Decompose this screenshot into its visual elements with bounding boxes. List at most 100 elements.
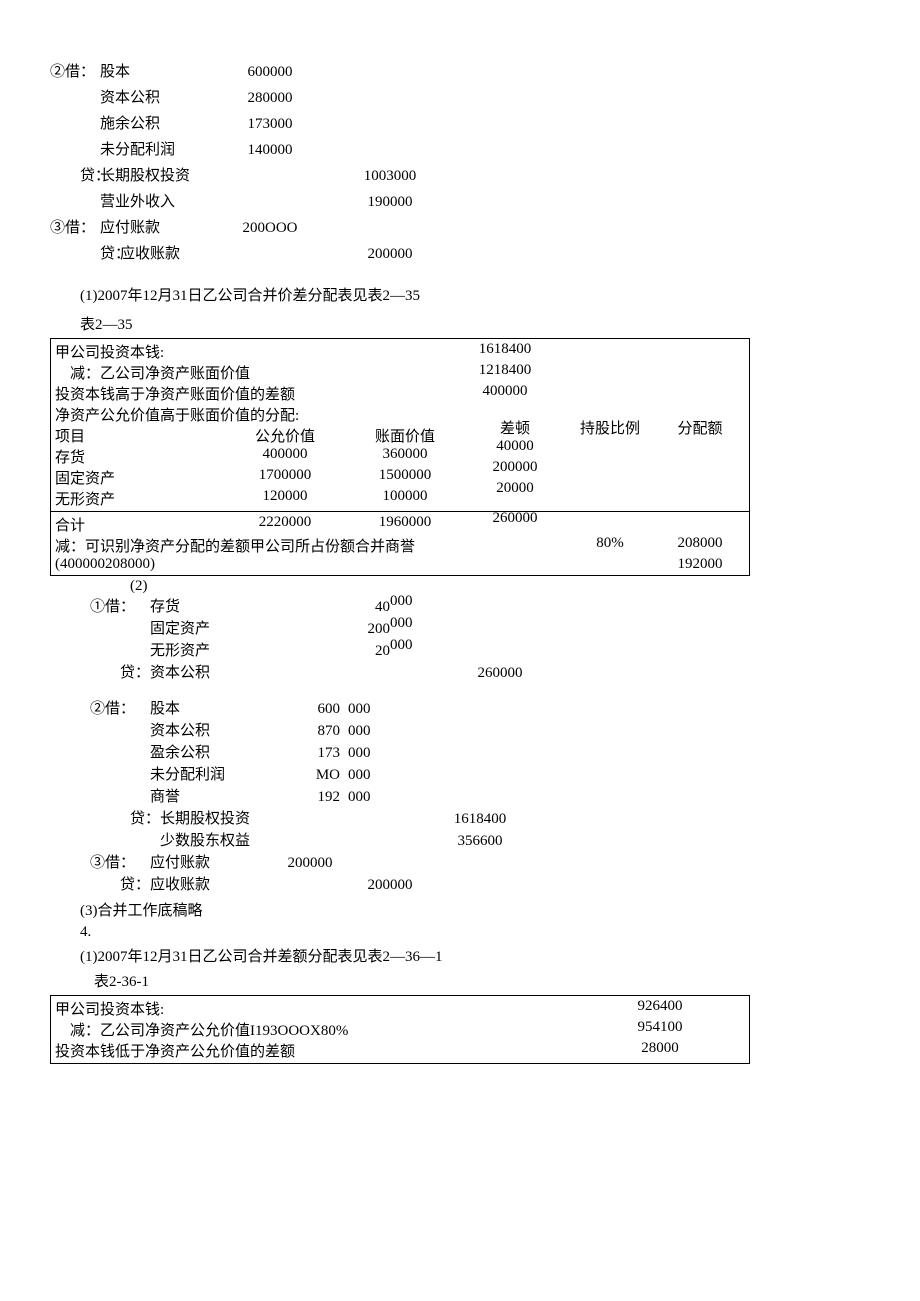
- account-name: 应付账款: [150, 851, 270, 872]
- credit-value: 200000: [330, 246, 450, 263]
- tbl-cell: 合计: [55, 514, 225, 535]
- debit-value: 173000: [210, 116, 330, 133]
- debit-value: 280000: [210, 90, 330, 107]
- value-left: 200: [340, 621, 390, 638]
- account-name: 长期股权投资: [100, 164, 210, 185]
- section-3: (3)合并工作底稿略: [80, 899, 870, 920]
- account-name: 应收账款: [150, 873, 350, 894]
- entry-tag: ③借：: [50, 216, 100, 237]
- value-left: 600: [290, 701, 340, 718]
- entry-tag: 贷：: [120, 661, 150, 682]
- tbl-cell: 固定资产: [55, 467, 225, 488]
- credit-value: 1618400: [420, 811, 540, 828]
- entry-tag: ②借：: [50, 60, 100, 81]
- credit-value: 200000: [350, 877, 430, 894]
- tbl-cell: 954100: [615, 1019, 705, 1040]
- debit-value: 200OOO: [210, 220, 330, 237]
- value-right: 000: [340, 723, 390, 740]
- tbl-cell: 甲公司投资本钱:: [55, 341, 455, 362]
- value-right: 000: [340, 767, 390, 784]
- tbl-cell: 1218400: [455, 362, 555, 383]
- value-right: 000: [390, 637, 440, 654]
- entry-tag: 贷：: [100, 242, 120, 263]
- tbl-cell: 360000: [345, 446, 465, 467]
- account-name: 固定资产: [150, 617, 340, 638]
- tbl-hdr: 账面价值: [345, 425, 465, 446]
- table-label: 表2—35: [80, 313, 870, 334]
- credit-value: 356600: [420, 833, 540, 850]
- value-left: 20: [340, 643, 390, 660]
- value-right: 000: [340, 789, 390, 806]
- account-name: 少数股东权益: [160, 829, 420, 850]
- value-left: MO: [290, 767, 340, 784]
- value-left: 173: [290, 745, 340, 762]
- tbl-cell: 200000: [465, 459, 565, 480]
- tbl-cell: 120000: [225, 488, 345, 509]
- tbl-hdr: 项目: [55, 425, 225, 446]
- tbl-cell: 无形资产: [55, 488, 225, 509]
- tbl-cell: 926400: [615, 998, 705, 1019]
- tbl-cell: 260000: [465, 510, 565, 531]
- table-label-2: 表2-36-1: [94, 970, 870, 991]
- tbl-hdr: 公允价值: [225, 425, 345, 446]
- tbl-cell: 减：可识别净资产分配的差额甲公司所占份额合并商誉: [55, 535, 565, 556]
- section-2-tag: (2): [130, 578, 870, 595]
- tbl-cell: 投资本钱低于净资产公允价值的差额: [55, 1040, 615, 1061]
- account-name: 资本公积: [150, 719, 290, 740]
- credit-value: 190000: [330, 194, 450, 211]
- table-2-36-1: 甲公司投资本钱: 926400 减：乙公司净资产公允价值I193OOOX80% …: [50, 995, 750, 1064]
- account-name: 施余公积: [100, 112, 210, 133]
- debit-value: 600000: [210, 64, 330, 81]
- tbl-cell: 20000: [465, 480, 565, 501]
- section-4-num: 4.: [80, 924, 870, 941]
- tbl-cell: 100000: [345, 488, 465, 509]
- entry-tag: ②借：: [80, 697, 150, 718]
- account-name: 未分配利润: [150, 763, 290, 784]
- tbl-cell: 80%: [565, 535, 655, 556]
- account-name: 股本: [100, 60, 210, 81]
- tbl-cell: 2220000: [225, 514, 345, 535]
- tbl-cell: 投资本钱高于净资产账面价值的差额: [55, 383, 455, 404]
- account-name: 应收账款: [120, 242, 210, 263]
- account-name: 应付账款: [100, 216, 210, 237]
- tbl-cell: 减：乙公司净资产账面价值: [55, 362, 455, 383]
- account-name: 商誉: [150, 785, 290, 806]
- entry-tag: ③借：: [80, 851, 150, 872]
- section-1-title: (1)2007年12月31日乙公司合并价差分配表见表2—35: [80, 284, 870, 305]
- credit-value: 1003000: [330, 168, 450, 185]
- value-right: 000: [390, 615, 440, 632]
- tbl-cell: 1500000: [345, 467, 465, 488]
- credit-value: 260000: [440, 665, 560, 682]
- entry-tag: 贷：: [120, 873, 150, 894]
- tbl-cell: 存货: [55, 446, 225, 467]
- tbl-cell: 400000: [455, 383, 555, 404]
- account-name: 无形资产: [150, 639, 340, 660]
- tbl-cell: 减：乙公司净资产公允价值I193OOOX80%: [55, 1019, 615, 1040]
- tbl-hdr: 分配额: [655, 417, 745, 438]
- tbl-cell: (400000208000): [55, 556, 655, 573]
- table-2-35: 甲公司投资本钱:1618400 减：乙公司净资产账面价值1218400 投资本钱…: [50, 338, 750, 576]
- value-left: 870: [290, 723, 340, 740]
- account-name: 营业外收入: [100, 190, 210, 211]
- account-name: 长期股权投资: [160, 807, 420, 828]
- entry-tag: 贷：: [130, 807, 160, 828]
- section-4-title: (1)2007年12月31日乙公司合并差额分配表见表2—36—1: [80, 945, 870, 966]
- account-name: 资本公积: [150, 661, 440, 682]
- account-name: 未分配利润: [100, 138, 210, 159]
- account-name: 资本公积: [100, 86, 210, 107]
- value-right: 000: [340, 701, 390, 718]
- value-right: 000: [340, 745, 390, 762]
- entry-tag: 贷：: [80, 164, 100, 185]
- account-name: 盈余公积: [150, 741, 290, 762]
- account-name: 股本: [150, 697, 290, 718]
- tbl-hdr: 持股比例: [565, 417, 655, 438]
- tbl-cell: 1960000: [345, 514, 465, 535]
- debit-value: 200000: [270, 855, 350, 872]
- value-right: 000: [390, 593, 440, 610]
- entries-block-1: ②借： 股本 600000 资本公积 280000 施余公积 173000 未分…: [50, 60, 870, 264]
- tbl-cell: 40000: [465, 438, 565, 459]
- entry-tag: ①借：: [80, 595, 150, 616]
- tbl-cell: 192000: [655, 556, 745, 573]
- tbl-cell: 甲公司投资本钱:: [55, 998, 615, 1019]
- tbl-cell: 净资产公允价值高于账面价值的分配:: [55, 404, 455, 425]
